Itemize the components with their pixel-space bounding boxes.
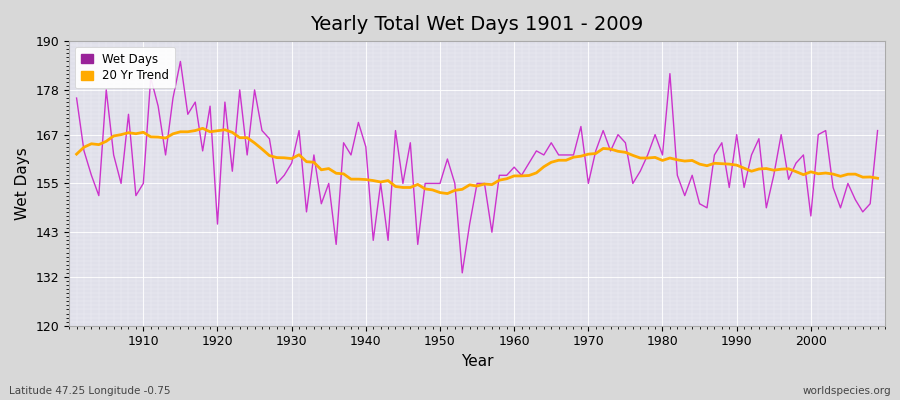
Title: Yearly Total Wet Days 1901 - 2009: Yearly Total Wet Days 1901 - 2009 [310,15,644,34]
Text: worldspecies.org: worldspecies.org [803,386,891,396]
Legend: Wet Days, 20 Yr Trend: Wet Days, 20 Yr Trend [75,47,176,88]
Y-axis label: Wet Days: Wet Days [15,147,30,220]
X-axis label: Year: Year [461,354,493,369]
Text: Latitude 47.25 Longitude -0.75: Latitude 47.25 Longitude -0.75 [9,386,170,396]
